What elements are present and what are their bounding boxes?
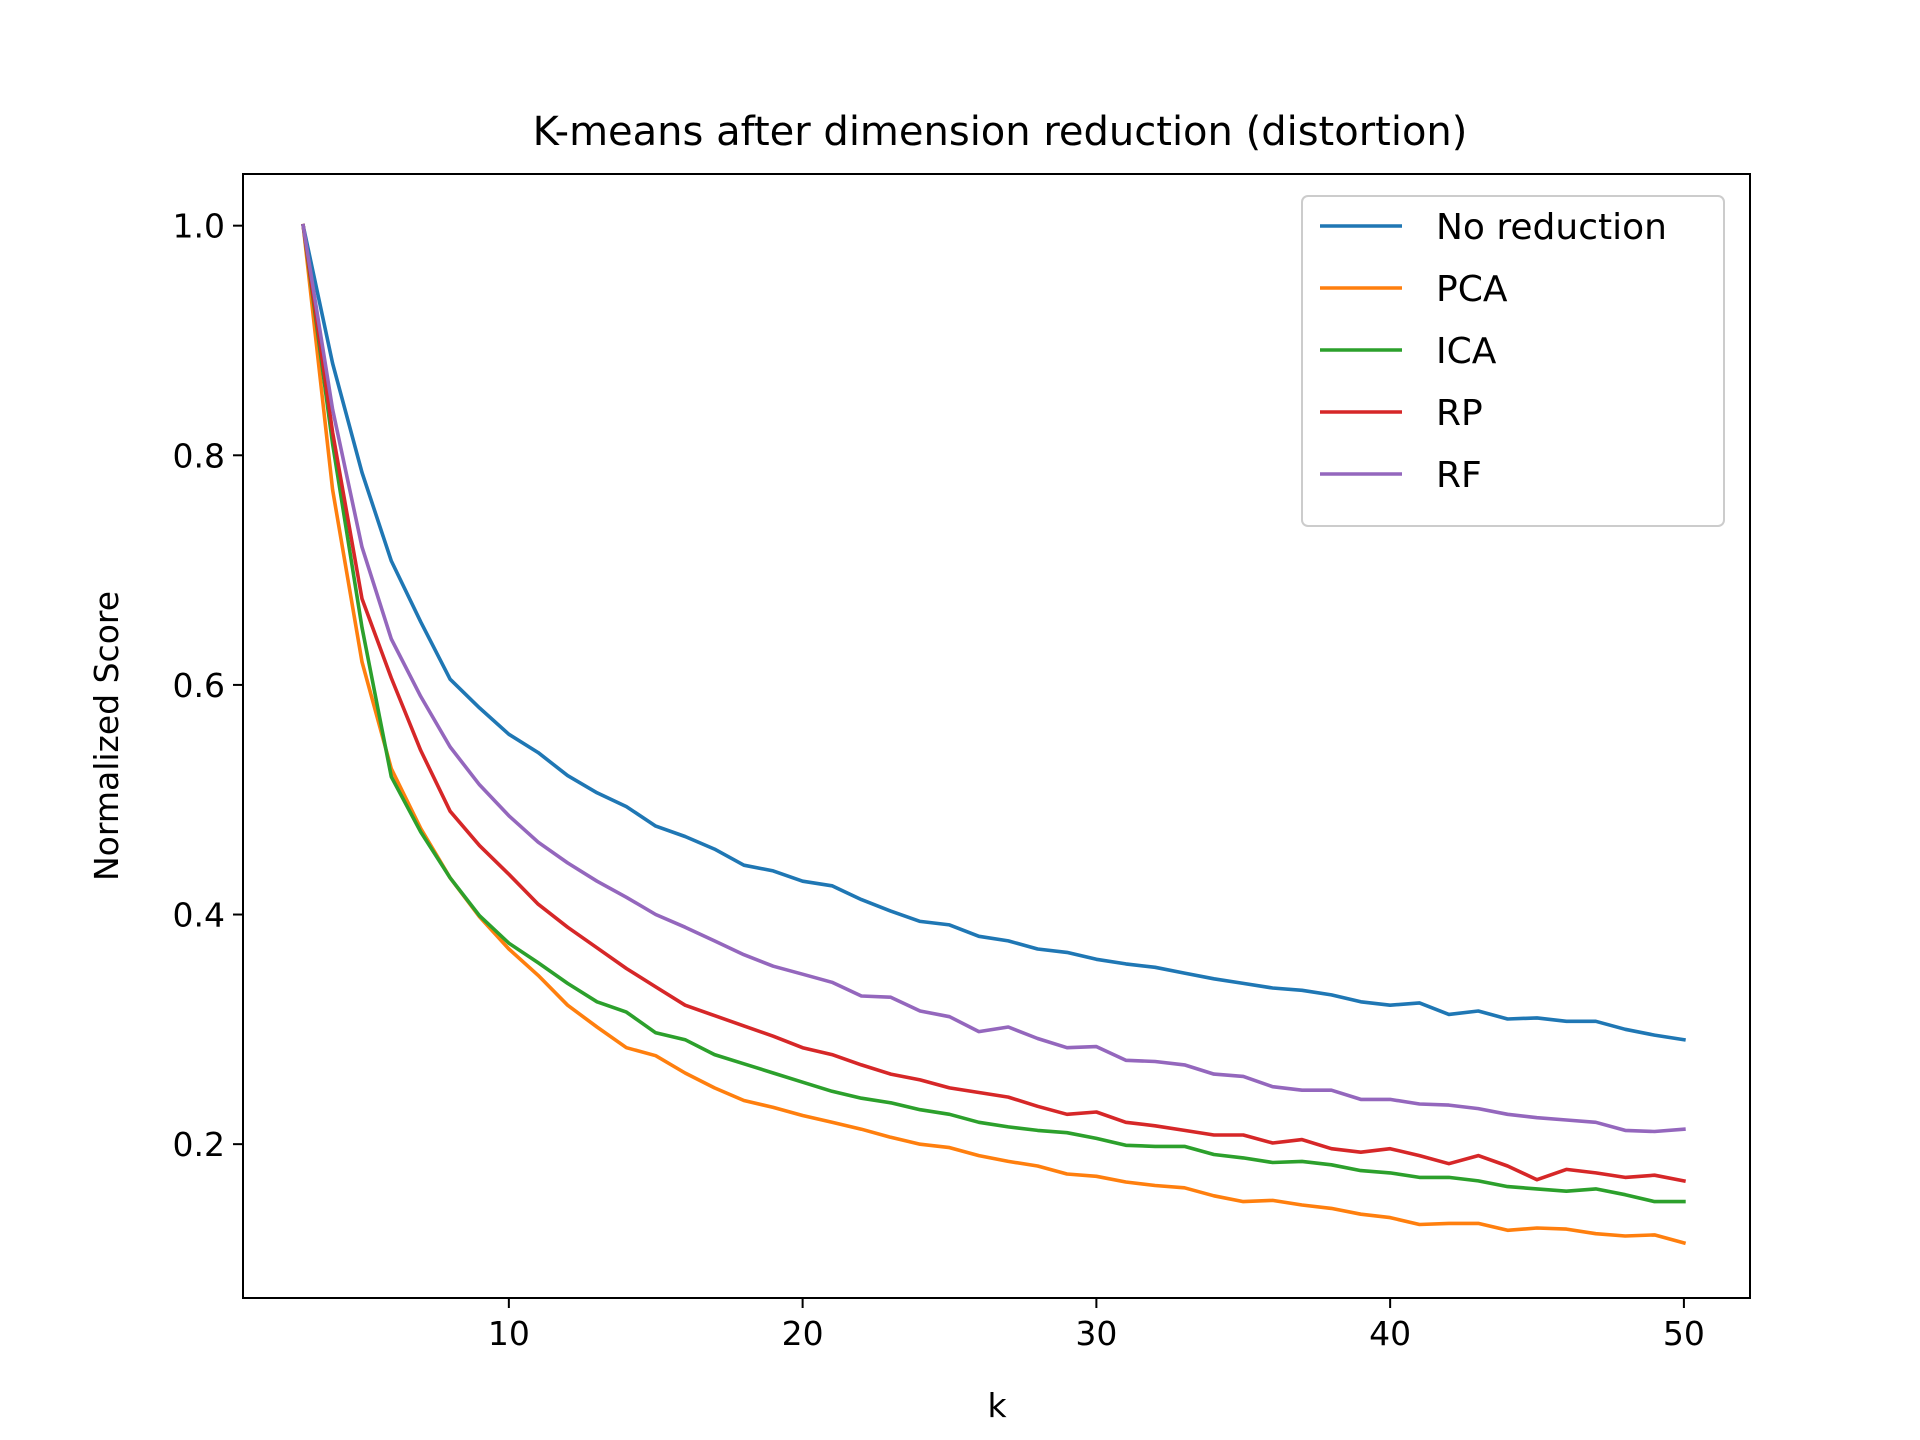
y-tick-label: 0.8 [173,436,225,475]
chart-title: K-means after dimension reduction (disto… [533,109,1468,155]
legend-label: ICA [1436,331,1497,372]
plot-frame [242,173,1751,1299]
x-tick-label: 40 [1369,1314,1411,1353]
legend-label: RF [1436,455,1482,496]
series-line-no-reduction [301,223,1686,1042]
x-axis-title: k [987,1386,1007,1425]
legend-label: RP [1436,393,1483,434]
y-axis-title: Normalized Score [87,591,126,881]
legend: No reduction PCA ICA RP RF [1301,195,1725,527]
legend-box [1301,195,1725,527]
legend-label: PCA [1436,269,1508,310]
y-tick-label: 1.0 [173,207,225,246]
y-axis: 0.2 0.4 0.6 0.8 1.0 [173,207,243,1164]
series-line-rp [301,223,1687,1184]
legend-label: No reduction [1436,207,1667,248]
x-tick-label: 30 [1075,1314,1117,1353]
x-tick-label: 10 [488,1314,530,1353]
x-tick-label: 20 [782,1314,824,1353]
series-group [301,223,1687,1246]
series-line-ica [301,223,1686,1204]
y-tick-label: 0.2 [173,1125,225,1164]
y-tick-label: 0.6 [173,666,225,705]
series-line-pca [301,223,1687,1246]
y-tick-label: 0.4 [173,896,225,935]
series-line-rf [301,223,1686,1134]
x-tick-label: 50 [1663,1314,1705,1353]
x-axis: 10 20 30 40 50 [488,1298,1705,1353]
